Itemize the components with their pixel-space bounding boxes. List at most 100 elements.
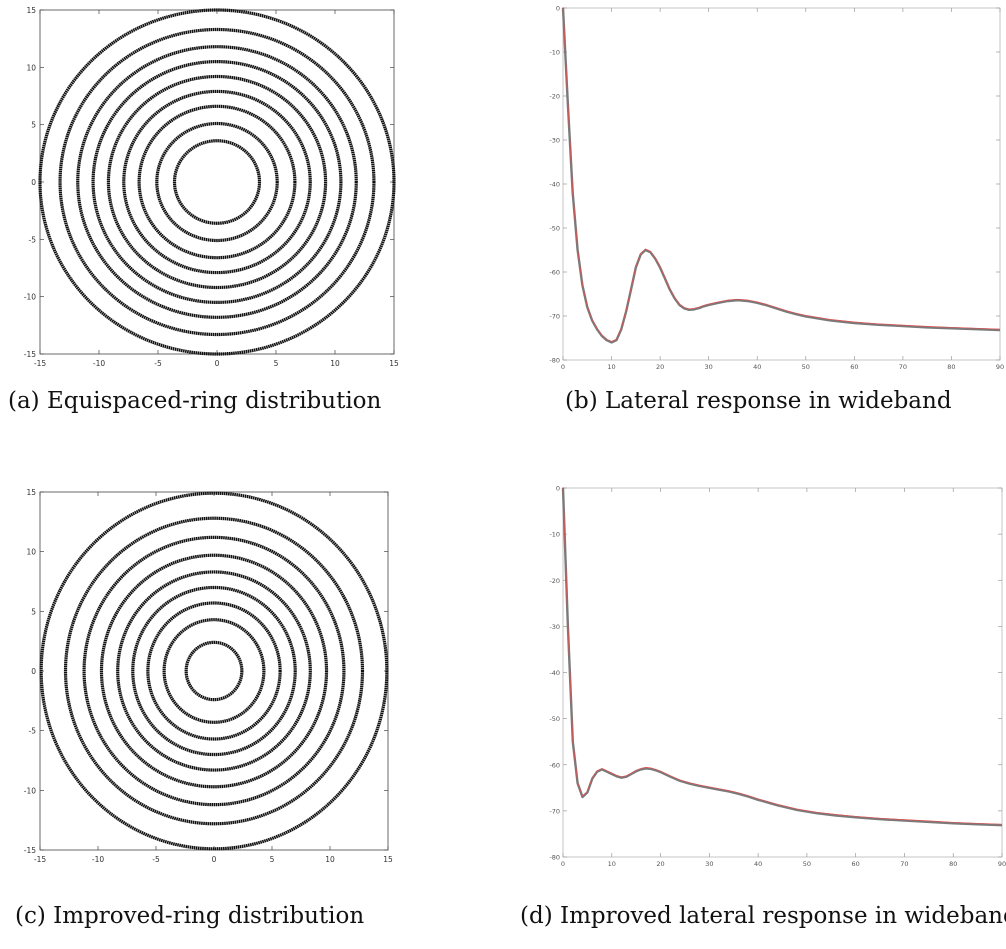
y-tick-label: -15 [24, 846, 36, 855]
y-tick-label: 0 [31, 667, 36, 676]
x-tick-label: 5 [270, 855, 275, 864]
y-tick-label: -70 [549, 807, 560, 815]
chart-c: -15 -10 -5 0 5 10 15 -15 -10 -5 0 5 10 15 [24, 488, 393, 864]
y-tick-label: -80 [549, 854, 560, 862]
y-tick-label: 0 [556, 5, 560, 13]
x-tick-label: 80 [947, 363, 955, 371]
x-tick-label: 40 [753, 363, 761, 371]
x-tick-label: 30 [705, 363, 713, 371]
x-tick-label: 15 [389, 359, 399, 368]
y-tick-label: -15 [24, 350, 36, 359]
y-tick-label: -10 [549, 531, 560, 539]
x-tick-label: 70 [899, 363, 907, 371]
panel-a: -15 -10 -5 0 5 10 15 -15 -10 -5 0 5 10 15 [0, 0, 420, 400]
y-tick-label: -40 [549, 181, 560, 189]
x-tick-label: 50 [802, 363, 810, 371]
y-tick-label: -20 [549, 577, 560, 585]
response-line-0 [561, 7, 1001, 344]
x-tick-label: 90 [998, 860, 1006, 868]
ring [116, 570, 312, 772]
chart-d: 0 10 20 30 40 50 60 70 80 90 0 -10 -20 -30 -40 -50 -60 -7… [549, 485, 1006, 869]
x-tick-label: 0 [561, 860, 565, 868]
x-tick-label: 30 [705, 860, 713, 868]
y-tick-label: -10 [24, 786, 36, 795]
x-tick-label: -5 [154, 359, 162, 368]
ring [106, 74, 328, 290]
ring [146, 601, 282, 741]
ring [172, 139, 262, 225]
ring [131, 585, 297, 757]
y-tick-label: -80 [549, 357, 560, 365]
x-tick-label: 10 [608, 860, 616, 868]
ring [137, 104, 297, 260]
y-tick-label: -10 [24, 293, 36, 302]
caption-d: (d) Improved lateral response in wideban… [520, 903, 1006, 929]
ring [184, 640, 244, 702]
x-tick-label: 5 [274, 359, 279, 368]
x-tick-label: 0 [212, 855, 217, 864]
ring [58, 27, 376, 337]
y-tick-label: 15 [26, 488, 36, 497]
y-tick-label: 0 [31, 178, 36, 187]
chart-a: -15 -10 -5 0 5 10 15 -15 -10 -5 0 5 10 15 [24, 6, 399, 368]
plot-frame [562, 7, 1001, 361]
y-tick-label: -5 [29, 727, 37, 736]
y-tick-label: 0 [556, 485, 560, 493]
y-tick-label: -60 [549, 269, 560, 277]
y-tick-label: 5 [31, 607, 36, 616]
panel-c: -15 -10 -5 0 5 10 15 -15 -10 -5 0 5 10 15 [0, 470, 420, 870]
y-tick-label: 10 [26, 63, 36, 72]
y-tick-label: 10 [26, 548, 36, 557]
ring [82, 535, 346, 807]
ring [38, 8, 396, 356]
y-tick-label: 5 [31, 121, 36, 130]
caption-b: (b) Lateral response in wideband [565, 388, 952, 414]
x-tick-label: 80 [949, 860, 957, 868]
panel-b: 0 10 20 30 40 50 60 70 80 90 0 -10 -20 -30 -40 -50 -60 -7… [510, 0, 1006, 400]
plot-frame [562, 487, 1003, 858]
x-tick-label: 20 [656, 860, 664, 868]
panel-d: 0 10 20 30 40 50 60 70 80 90 0 -10 -20 -30 -40 -50 -60 -7… [510, 470, 1006, 870]
y-tick-label: 15 [26, 6, 36, 15]
ring [162, 618, 266, 724]
ring [91, 59, 343, 305]
y-tick-label: -20 [549, 93, 560, 101]
caption-a: (a) Equispaced-ring distribution [8, 388, 382, 414]
y-tick-label: -30 [549, 137, 560, 145]
response-line-overlay-0 [562, 6, 1001, 342]
x-tick-label: -15 [34, 359, 46, 368]
x-tick-label: 70 [900, 860, 908, 868]
x-tick-label: 10 [330, 359, 340, 368]
chart-b: 0 10 20 30 40 50 60 70 80 90 0 -10 -20 -30 -40 -50 -60 -7… [549, 5, 1004, 372]
y-tick-label: -5 [29, 235, 37, 244]
x-tick-label: 10 [607, 363, 615, 371]
x-tick-label: 90 [996, 363, 1004, 371]
y-tick-label: -10 [549, 49, 560, 57]
x-tick-label: 20 [656, 363, 664, 371]
x-tick-label: 60 [850, 363, 858, 371]
x-tick-label: 50 [803, 860, 811, 868]
response-line-0 [561, 487, 1003, 827]
y-tick-label: -60 [549, 761, 560, 769]
y-tick-label: -40 [549, 669, 560, 677]
x-tick-label: 40 [754, 860, 762, 868]
x-tick-label: 10 [325, 855, 335, 864]
response-line-overlay-0 [562, 486, 1003, 825]
x-tick-label: 15 [383, 855, 393, 864]
x-tick-label: -10 [92, 855, 104, 864]
x-tick-label: -5 [152, 855, 160, 864]
ring [155, 121, 279, 243]
y-tick-label: -70 [549, 313, 560, 321]
x-tick-label: 0 [561, 363, 565, 371]
x-tick-label: 60 [852, 860, 860, 868]
caption-c: (c) Improved-ring distribution [15, 903, 365, 929]
y-tick-label: -30 [549, 623, 560, 631]
x-tick-label: -10 [93, 359, 105, 368]
y-tick-label: -50 [549, 225, 560, 233]
ring [99, 553, 329, 789]
x-tick-label: 0 [215, 359, 220, 368]
ring [76, 45, 358, 319]
ring [39, 491, 389, 851]
ring [63, 516, 365, 826]
x-tick-label: -15 [34, 855, 46, 864]
